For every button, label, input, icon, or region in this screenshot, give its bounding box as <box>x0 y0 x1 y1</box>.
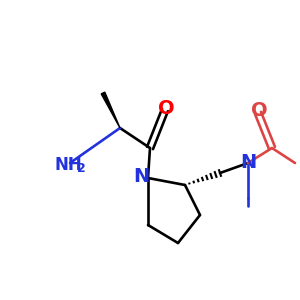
Text: O: O <box>251 100 267 119</box>
Polygon shape <box>101 92 120 128</box>
Text: NH: NH <box>54 156 82 174</box>
Text: N: N <box>133 167 149 187</box>
Text: 2: 2 <box>76 161 85 175</box>
Text: O: O <box>158 98 174 118</box>
Text: N: N <box>240 152 256 172</box>
